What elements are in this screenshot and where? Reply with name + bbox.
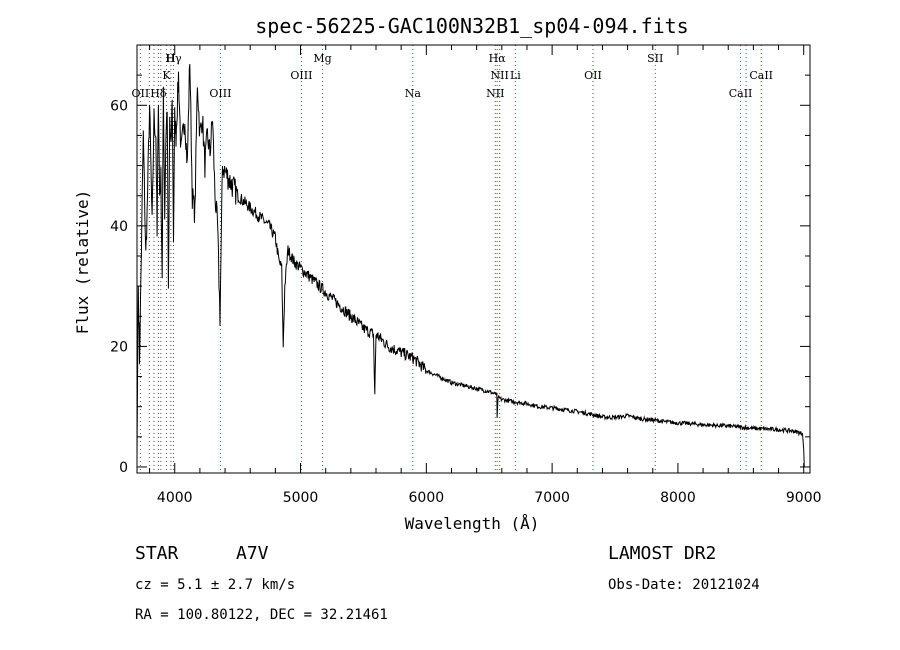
line-label: OIII [290, 69, 312, 82]
chart-title: spec-56225-GAC100N32B1_sp04-094.fits [255, 14, 688, 38]
spectrum-line [136, 64, 805, 468]
x-axis-label: Wavelength (Å) [405, 514, 540, 533]
line-label: CaII [749, 69, 773, 82]
line-label: Hδ [150, 87, 167, 100]
line-label: OIII [209, 87, 231, 100]
spectral-line-markers [139, 45, 762, 473]
line-label: Na [405, 87, 422, 100]
line-label: SII [647, 52, 663, 65]
y-tick-label: 0 [119, 460, 128, 476]
y-tick-label: 40 [110, 219, 128, 235]
plot-frame [136, 44, 811, 474]
obs-date: Obs-Date: 20121024 [608, 577, 760, 593]
y-tick-label: 60 [110, 98, 128, 114]
x-tick-label: 7000 [534, 490, 570, 506]
x-tick-label: 4000 [157, 490, 193, 506]
line-label: CaII [729, 87, 753, 100]
x-tick-label: 9000 [786, 490, 822, 506]
y-axis-ticks: 0 20 40 60 [110, 44, 810, 476]
x-tick-label: 6000 [409, 490, 445, 506]
line-label: OII [132, 87, 150, 100]
x-axis-ticks: 4000 5000 6000 7000 8000 9000 [149, 45, 822, 506]
survey-name: LAMOST DR2 [608, 543, 716, 564]
redshift-cz: cz = 5.1 ± 2.7 km/s [135, 577, 295, 593]
object-class: STAR [135, 543, 179, 564]
x-tick-label: 5000 [283, 490, 319, 506]
y-tick-label: 20 [110, 339, 128, 355]
coordinates: RA = 100.80122, DEC = 32.21461 [135, 607, 388, 623]
line-label: K [162, 69, 171, 82]
line-label: NII [486, 87, 504, 100]
x-tick-label: 8000 [660, 490, 696, 506]
line-label: NII [491, 69, 509, 82]
line-label: H [166, 52, 176, 65]
line-label: Hγ [165, 52, 182, 65]
subclass: A7V [236, 543, 269, 564]
line-label: OII [584, 69, 602, 82]
line-label: Hα [489, 52, 507, 65]
y-axis-label: Flux (relative) [73, 190, 92, 335]
line-label: Mg [313, 52, 331, 65]
line-label: Li [510, 69, 521, 82]
